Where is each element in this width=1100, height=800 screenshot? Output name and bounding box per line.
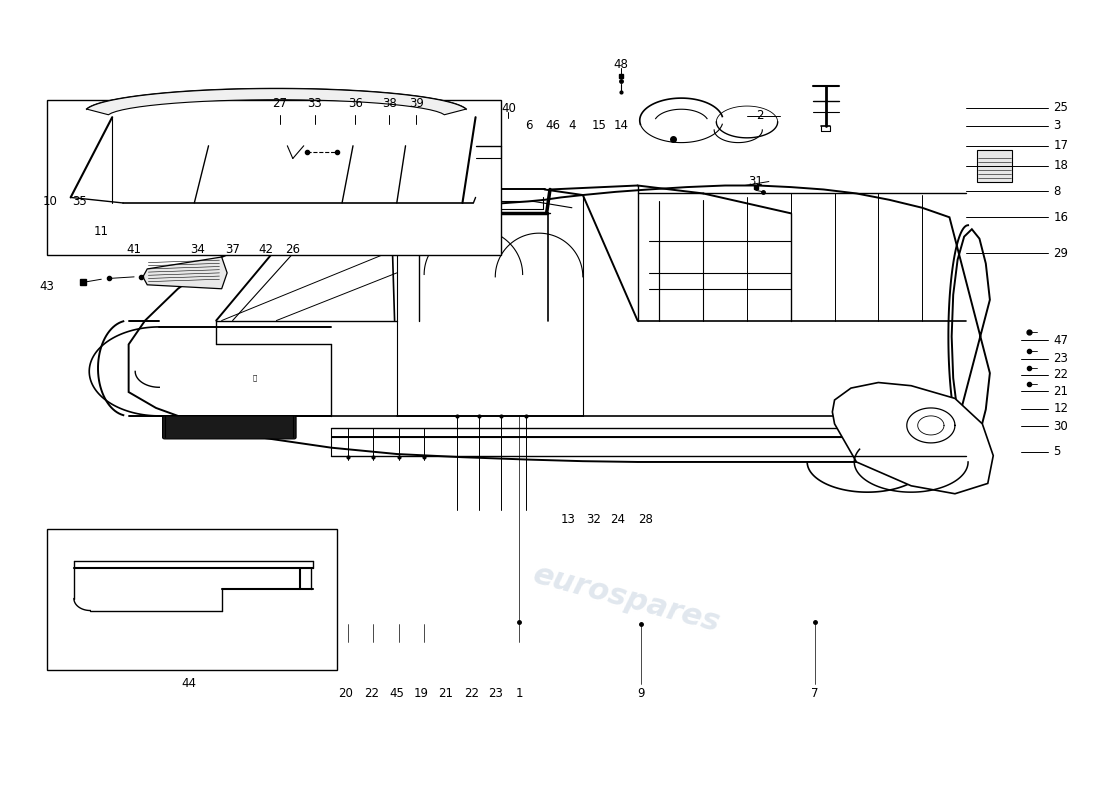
Text: 23: 23 [1054, 352, 1068, 365]
Text: 41: 41 [126, 242, 142, 255]
Text: 39: 39 [409, 97, 424, 110]
Text: 35: 35 [72, 195, 87, 208]
Text: 10: 10 [43, 195, 57, 208]
Text: 8: 8 [1054, 185, 1060, 198]
Text: eurospares: eurospares [530, 560, 724, 638]
Polygon shape [129, 186, 990, 462]
Text: 45: 45 [389, 687, 404, 701]
Text: 19: 19 [414, 687, 428, 701]
Text: 22: 22 [1054, 368, 1068, 381]
Text: 28: 28 [638, 513, 652, 526]
Text: 18: 18 [1054, 159, 1068, 172]
Text: 32: 32 [586, 513, 602, 526]
Text: 37: 37 [226, 242, 240, 255]
Text: 21: 21 [439, 687, 453, 701]
Text: 11: 11 [94, 225, 109, 238]
Text: 16: 16 [1054, 210, 1068, 224]
Text: 4: 4 [568, 119, 575, 133]
Polygon shape [143, 257, 227, 289]
Bar [977, 150, 1012, 182]
Text: 15: 15 [592, 119, 607, 133]
Text: 13: 13 [561, 513, 576, 526]
Polygon shape [833, 382, 993, 494]
Text: 34: 34 [190, 242, 205, 255]
Text: 22: 22 [464, 687, 478, 701]
Text: 9: 9 [637, 687, 645, 701]
Text: 2: 2 [757, 109, 763, 122]
Text: 5: 5 [1054, 445, 1060, 458]
Text: 30: 30 [1054, 420, 1068, 433]
Text: 31: 31 [748, 175, 763, 188]
Text: 38: 38 [382, 97, 396, 110]
Text: 47: 47 [1054, 334, 1068, 347]
Text: eurospares: eurospares [530, 345, 724, 423]
Text: 7: 7 [811, 687, 818, 701]
Text: 24: 24 [610, 513, 626, 526]
Text: 26: 26 [285, 242, 300, 255]
Text: 43: 43 [40, 280, 54, 293]
Polygon shape [87, 89, 466, 114]
Text: 27: 27 [272, 97, 287, 110]
FancyBboxPatch shape [163, 416, 296, 439]
Text: 17: 17 [1054, 139, 1068, 152]
Text: 36: 36 [348, 97, 363, 110]
Bar [46, 529, 337, 670]
Text: 20: 20 [338, 687, 353, 701]
Text: 48: 48 [614, 58, 628, 71]
Text: eurospares: eurospares [146, 560, 340, 638]
Text: 25: 25 [1054, 101, 1068, 114]
Text: 42: 42 [257, 242, 273, 255]
Text: 3: 3 [1054, 119, 1060, 133]
Bar [46, 101, 500, 255]
Text: 14: 14 [614, 119, 628, 133]
Text: eurospares: eurospares [146, 345, 340, 423]
Text: 6: 6 [526, 119, 534, 133]
Text: 40: 40 [500, 102, 516, 115]
Text: 44: 44 [182, 677, 196, 690]
Text: 46: 46 [546, 119, 561, 133]
Text: 21: 21 [1054, 385, 1068, 398]
Text: 33: 33 [307, 97, 322, 110]
Text: 22: 22 [364, 687, 380, 701]
Text: 🐴: 🐴 [252, 374, 256, 381]
Text: 23: 23 [487, 687, 503, 701]
Text: 29: 29 [1054, 246, 1068, 259]
Text: 1: 1 [516, 687, 524, 701]
Text: 12: 12 [1054, 402, 1068, 415]
